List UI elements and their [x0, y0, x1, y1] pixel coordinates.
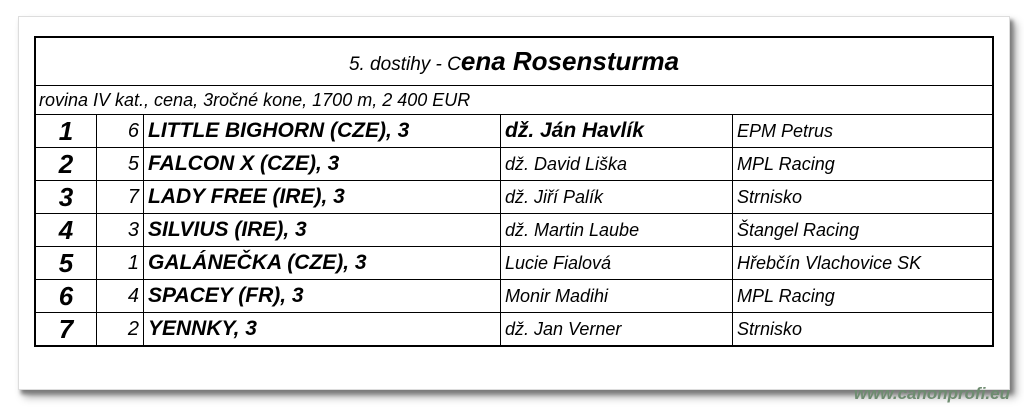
number-cell: 3: [96, 213, 144, 247]
jockey-cell: Monir Madihi: [500, 279, 733, 313]
table-row: 4 3 SILVIUS (IRE), 3 dž. Martin Laube Štange…: [34, 213, 994, 247]
position-cell: 1: [34, 114, 97, 148]
horse-cell: YENNKY, 3: [143, 312, 501, 347]
race-title-prefix: 5. dostihy - C: [348, 54, 461, 75]
horse-cell: SILVIUS (IRE), 3: [143, 213, 501, 247]
table-row: 7 2 YENNKY, 3 dž. Jan Verner Strnisko: [34, 312, 994, 347]
jockey-cell: dž. Jan Verner: [500, 312, 733, 347]
table-row: 1 6 LITTLE BIGHORN (CZE), 3 dž. Ján Havlík E…: [34, 114, 994, 148]
number-cell: 6: [96, 114, 144, 148]
position-cell: 7: [34, 312, 97, 347]
owner-cell: EPM Petrus: [732, 114, 994, 148]
table-row: 2 5 FALCON X (CZE), 3 dž. David Liška MPL Ra…: [34, 147, 994, 181]
jockey-cell: Lucie Fialová: [500, 246, 733, 280]
position-cell: 5: [34, 246, 97, 280]
title-row: 5. dostihy - Cena Rosensturma: [34, 36, 994, 86]
subtitle-row: rovina IV kat., cena, 3ročné kone, 1700 …: [34, 85, 994, 115]
owner-cell: Hřebčín Vlachovice SK: [732, 246, 994, 280]
race-results-table: 5. dostihy - Cena Rosensturma rovina IV …: [34, 36, 994, 347]
race-conditions: rovina IV kat., cena, 3ročné kone, 1700 …: [34, 85, 994, 115]
jockey-cell: dž. Ján Havlík: [500, 114, 733, 148]
race-title-main: ena Rosensturma: [460, 46, 680, 76]
owner-cell: Strnisko: [732, 312, 994, 347]
owner-cell: MPL Racing: [732, 279, 994, 313]
position-cell: 3: [34, 180, 97, 214]
number-cell: 2: [96, 312, 144, 347]
horse-cell: LITTLE BIGHORN (CZE), 3: [143, 114, 501, 148]
race-title: 5. dostihy - Cena Rosensturma: [34, 36, 994, 86]
number-cell: 7: [96, 180, 144, 214]
number-cell: 1: [96, 246, 144, 280]
horse-cell: GALÁNEČKA (CZE), 3: [143, 246, 501, 280]
table-row: 6 4 SPACEY (FR), 3 Monir Madihi MPL Racing: [34, 279, 994, 313]
owner-cell: MPL Racing: [732, 147, 994, 181]
number-cell: 5: [96, 147, 144, 181]
position-cell: 2: [34, 147, 97, 181]
jockey-cell: dž. Martin Laube: [500, 213, 733, 247]
owner-cell: Štangel Racing: [732, 213, 994, 247]
horse-cell: FALCON X (CZE), 3: [143, 147, 501, 181]
table-row: 3 7 LADY FREE (IRE), 3 dž. Jiří Palík Strnis…: [34, 180, 994, 214]
owner-cell: Strnisko: [732, 180, 994, 214]
number-cell: 4: [96, 279, 144, 313]
table-row: 5 1 GALÁNEČKA (CZE), 3 Lucie Fialová Hřebčín…: [34, 246, 994, 280]
position-cell: 6: [34, 279, 97, 313]
jockey-cell: dž. Jiří Palík: [500, 180, 733, 214]
jockey-cell: dž. David Liška: [500, 147, 733, 181]
horse-cell: LADY FREE (IRE), 3: [143, 180, 501, 214]
position-cell: 4: [34, 213, 97, 247]
watermark: www.canonprofi.eu: [853, 384, 1010, 403]
horse-cell: SPACEY (FR), 3: [143, 279, 501, 313]
